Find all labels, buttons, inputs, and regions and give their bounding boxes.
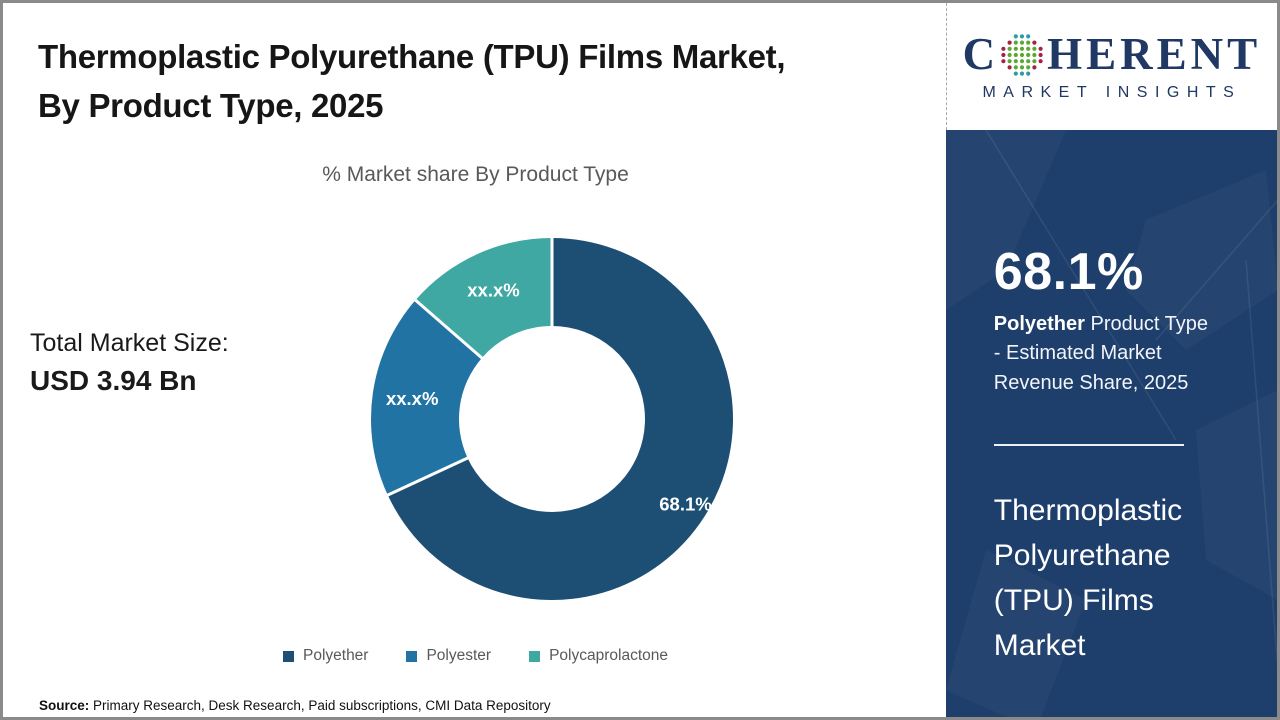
globe-dot xyxy=(1026,46,1031,51)
donut-label-polyether: 68.1% xyxy=(659,493,711,514)
donut-label-polycaprolactone: xx.x% xyxy=(467,280,519,301)
brand-letter-c: C xyxy=(962,29,1000,79)
sidebar-content: 68.1% Polyether Product Type - Estimated… xyxy=(946,242,1277,668)
slice-separator xyxy=(413,298,484,360)
globe-dot xyxy=(1038,58,1043,63)
brand-logo: C HERENT MARKET INSIGHTS xyxy=(945,3,1277,130)
globe-dot xyxy=(1026,40,1031,45)
sidebar-market-name: Thermoplastic Polyurethane (TPU) Films M… xyxy=(993,494,1183,663)
globe-dot xyxy=(1001,58,1006,63)
sidebar-divider xyxy=(993,444,1184,447)
sidebar-stat-rest: Product Type - Estimated Market Revenue … xyxy=(993,313,1208,394)
globe-dot xyxy=(1013,46,1019,51)
source-label: Source: xyxy=(39,698,90,713)
globe-dots-icon xyxy=(1001,33,1043,76)
chart-subtitle: % Market share By Product Type xyxy=(322,163,629,186)
globe-dot xyxy=(1026,64,1031,69)
globe-dot xyxy=(1032,40,1037,45)
page-title-line2: By Product Type, 2025 xyxy=(38,86,384,124)
globe-dot xyxy=(1007,46,1012,51)
globe-dot xyxy=(1032,58,1037,63)
globe-dot xyxy=(1007,64,1012,69)
legend-label: Polyester xyxy=(426,647,492,664)
globe-dot xyxy=(1013,52,1019,57)
globe-dot xyxy=(1013,58,1019,63)
legend-label: Polycaprolactone xyxy=(549,647,669,664)
source-line: Source: Primary Research, Desk Research,… xyxy=(39,698,551,713)
globe-dot xyxy=(1001,52,1006,57)
slice-separator xyxy=(386,456,470,497)
globe-dot xyxy=(1020,46,1025,51)
globe-dot xyxy=(1026,58,1031,63)
legend-swatch-icon xyxy=(282,650,294,662)
globe-dot xyxy=(1032,52,1037,57)
sidebar-stat-description: Polyether Product Type - Estimated Marke… xyxy=(994,310,1216,398)
globe-dot xyxy=(1007,52,1012,57)
sidebar-stat-value: 68.1% xyxy=(993,243,1144,301)
globe-dot xyxy=(1038,46,1043,51)
legend-item-polyester: Polyester xyxy=(406,647,491,665)
donut-segment-polyether xyxy=(387,238,734,600)
right-column: C HERENT MARKET INSIGHTS xyxy=(945,3,1277,717)
total-market-size-value: USD 3.94 Bn xyxy=(30,365,197,396)
globe-dot xyxy=(1032,64,1037,69)
donut-chart-svg: 68.1% xx.x% xx.x% xyxy=(371,237,734,600)
donut-label-polyester: xx.x% xyxy=(386,388,438,409)
globe-dot xyxy=(1007,58,1012,63)
globe-dot xyxy=(1013,33,1019,38)
donut-segment-polyester xyxy=(371,300,482,496)
page-title: Thermoplastic Polyurethane (TPU) Films M… xyxy=(38,33,918,131)
globe-dot xyxy=(1013,64,1019,69)
page-title-line1: Thermoplastic Polyurethane (TPU) Films M… xyxy=(38,38,786,75)
total-market-size-block: Total Market Size: USD 3.94 Bn xyxy=(30,329,229,397)
globe-dot xyxy=(1020,71,1025,76)
globe-dot xyxy=(1020,40,1025,45)
main-panel: Thermoplastic Polyurethane (TPU) Films M… xyxy=(3,3,946,717)
chart-legend: Polyether Polyester Polycaprolactone xyxy=(3,647,948,665)
brand-wordmark: C HERENT xyxy=(963,32,1262,78)
globe-dot xyxy=(1001,46,1006,51)
source-text: Primary Research, Desk Research, Paid su… xyxy=(89,698,551,713)
brand-tagline: MARKET INSIGHTS xyxy=(982,83,1242,101)
legend-item-polycaprolactone: Polycaprolactone xyxy=(529,647,668,665)
legend-item-polyether: Polyether xyxy=(282,647,369,665)
legend-label: Polyether xyxy=(302,647,369,664)
brand-letters-rest: HERENT xyxy=(1047,29,1262,79)
sidebar-panel: 68.1% Polyether Product Type - Estimated… xyxy=(945,130,1277,717)
total-market-size-label: Total Market Size: xyxy=(30,329,229,357)
globe-dot xyxy=(1032,46,1037,51)
globe-dot xyxy=(1007,40,1012,45)
sidebar-map-texture xyxy=(985,130,1277,670)
globe-dot xyxy=(1026,52,1031,57)
sidebar-stat-segment: Polyether xyxy=(993,313,1085,335)
globe-dot xyxy=(1013,71,1019,76)
globe-dot xyxy=(1026,71,1031,76)
globe-dot xyxy=(1020,58,1025,63)
donut-chart: 68.1% xx.x% xx.x% xyxy=(367,234,737,604)
globe-dot xyxy=(1013,40,1019,45)
legend-swatch-icon xyxy=(406,650,418,662)
globe-dot xyxy=(1020,52,1025,57)
globe-dot xyxy=(1020,64,1025,69)
globe-dot xyxy=(1038,52,1043,57)
globe-dot xyxy=(1020,33,1025,38)
legend-swatch-icon xyxy=(529,650,541,662)
globe-dot xyxy=(1026,33,1031,38)
